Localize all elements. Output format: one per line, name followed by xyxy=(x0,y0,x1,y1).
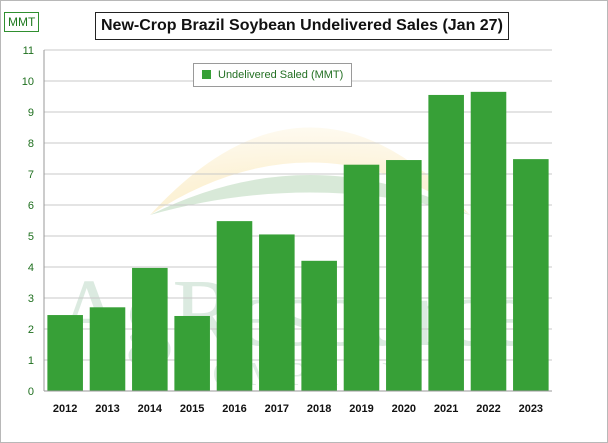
x-tick-label: 2022 xyxy=(476,403,500,415)
legend-swatch xyxy=(202,70,211,79)
x-tick-label: 2014 xyxy=(138,403,163,415)
bar-2020 xyxy=(386,160,422,391)
y-tick-label: 8 xyxy=(28,138,34,150)
y-tick-label: 4 xyxy=(28,262,34,274)
y-tick-label: 7 xyxy=(28,169,34,181)
x-tick-label: 2019 xyxy=(349,403,373,415)
x-tick-label: 2020 xyxy=(392,403,416,415)
legend-label: Undelivered Saled (MMT) xyxy=(218,69,344,81)
bars-group xyxy=(47,91,549,391)
bar-2018 xyxy=(301,260,337,391)
y-axis-unit-label: MMT xyxy=(4,12,40,32)
y-tick-label: 2 xyxy=(28,324,34,336)
bar-2013 xyxy=(89,307,126,391)
chart-title: New-Crop Brazil Soybean Undelivered Sale… xyxy=(95,12,509,40)
x-tick-label: 2013 xyxy=(95,403,119,415)
y-tick-label: 0 xyxy=(28,386,34,398)
bar-2016 xyxy=(216,221,253,391)
bar-2019 xyxy=(343,164,380,391)
x-tick-label: 2021 xyxy=(434,403,458,415)
x-tick-label: 2017 xyxy=(265,403,289,415)
bar-2022 xyxy=(470,91,507,391)
bar-2012 xyxy=(47,315,83,391)
svg-text:COMPANY: COMPANY xyxy=(180,356,417,393)
bar-2015 xyxy=(174,315,210,391)
y-tick-label: 1 xyxy=(28,355,34,367)
bar-2023 xyxy=(513,159,549,391)
y-tick-label: 5 xyxy=(28,231,34,243)
x-tick-label: 2012 xyxy=(53,403,77,415)
y-tick-label: 3 xyxy=(28,293,34,305)
bar-2014 xyxy=(132,267,168,391)
x-tick-label: 2023 xyxy=(519,403,543,415)
x-tick-label: 2018 xyxy=(307,403,331,415)
y-tick-label: 10 xyxy=(22,76,34,88)
bar-2021 xyxy=(428,94,464,391)
legend: Undelivered Saled (MMT) xyxy=(193,63,353,87)
bar-2017 xyxy=(259,234,295,391)
y-tick-label: 11 xyxy=(23,45,34,57)
y-tick-label: 6 xyxy=(28,200,34,212)
x-axis-ticks: 2012 2013 2014 2015 2016 2017 2018 2019 2020 2021… xyxy=(53,403,543,415)
x-tick-label: 2016 xyxy=(222,403,246,415)
x-tick-label: 2015 xyxy=(180,403,204,415)
y-tick-label: 9 xyxy=(28,107,34,119)
y-axis-ticks: 0 1 2 3 4 5 6 7 8 9 10 11 xyxy=(22,45,34,398)
